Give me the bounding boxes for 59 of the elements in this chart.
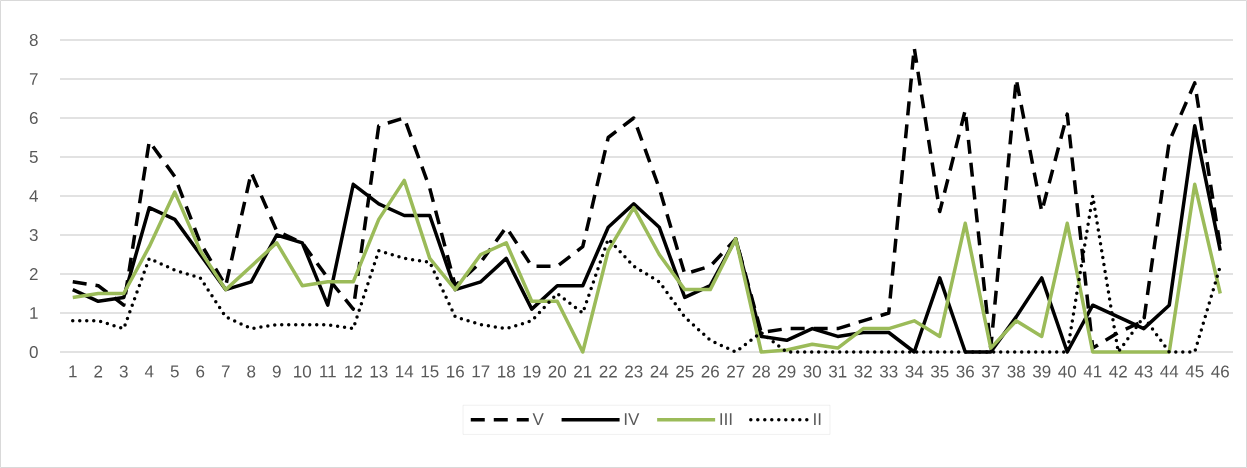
x-tick-label: 9 (272, 365, 281, 378)
y-tick-label: 2 (29, 268, 38, 280)
x-tick-label: 32 (854, 365, 872, 378)
x-tick-label: 30 (803, 365, 822, 378)
x-tick-label: 15 (421, 365, 439, 378)
x-tick-label: 5 (170, 365, 179, 378)
x-tick-label: 46 (1211, 365, 1229, 378)
x-tick-label: 42 (1109, 365, 1127, 378)
x-tick-label: 39 (1032, 365, 1051, 378)
x-tick-label: 19 (523, 365, 541, 378)
legend-label: II (814, 413, 821, 425)
x-tick-label: 31 (828, 365, 847, 378)
x-tick-label: 34 (905, 365, 924, 378)
y-tick-label: 6 (29, 111, 38, 125)
x-tick-label: 41 (1083, 365, 1102, 378)
x-tick-label: 14 (396, 365, 414, 378)
x-tick-label: 27 (727, 365, 745, 378)
y-tick-label: 0 (29, 345, 38, 359)
x-tick-label: 2 (94, 365, 103, 378)
x-tick-label: 33 (879, 365, 898, 378)
x-tick-label: 40 (1058, 365, 1077, 378)
x-tick-label: 28 (752, 365, 770, 378)
y-tick-label: 4 (29, 190, 38, 202)
x-tick-label: 35 (930, 365, 949, 378)
x-tick-label: 6 (196, 365, 205, 378)
legend-label: IV (624, 413, 640, 425)
y-tick-label: 8 (29, 33, 38, 47)
x-tick-label: 1 (69, 365, 77, 378)
x-tick-label: 11 (320, 365, 336, 378)
legend-label: V (532, 413, 544, 425)
x-tick-label: 37 (981, 365, 1000, 378)
x-tick-label: 20 (548, 365, 567, 378)
x-tick-label: 3 (119, 365, 128, 378)
x-tick-label: 12 (345, 365, 362, 378)
x-tick-label: 18 (498, 365, 515, 378)
x-tick-label: 44 (1160, 365, 1179, 378)
y-tick-label: 1 (30, 307, 38, 319)
x-tick-label: 38 (1007, 365, 1025, 378)
x-tick-label: 29 (778, 365, 796, 378)
x-tick-label: 43 (1134, 365, 1153, 378)
x-tick-label: 24 (650, 365, 669, 378)
y-tick-label: 7 (29, 73, 38, 85)
x-tick-label: 10 (294, 365, 312, 378)
x-tick-label: 23 (625, 365, 643, 378)
x-tick-label: 4 (144, 365, 154, 378)
legend-label: III (720, 413, 732, 425)
x-tick-label: 36 (956, 365, 974, 378)
y-tick-label: 5 (29, 151, 38, 163)
x-tick-label: 16 (447, 365, 464, 378)
y-tick-label: 3 (29, 228, 38, 242)
x-tick-label: 13 (370, 365, 388, 378)
x-tick-label: 8 (247, 365, 256, 378)
x-tick-label: 17 (472, 365, 490, 378)
x-tick-label: 7 (221, 365, 230, 378)
x-tick-label: 45 (1185, 365, 1204, 378)
x-tick-label: 26 (701, 365, 719, 378)
x-tick-label: 22 (599, 365, 617, 378)
x-tick-label: 21 (574, 365, 592, 378)
x-tick-label: 25 (676, 365, 694, 378)
